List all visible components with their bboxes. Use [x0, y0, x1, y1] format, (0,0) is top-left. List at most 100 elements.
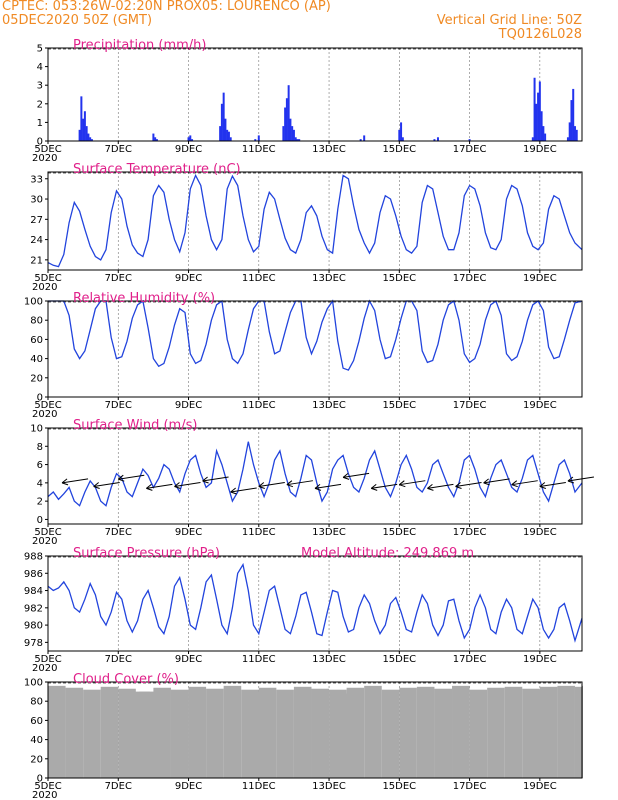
series-line-rh	[48, 299, 583, 371]
bar-precip-22	[257, 135, 260, 141]
bar-precip-16	[222, 92, 225, 141]
xtick-label-cloud-0: 5DEC	[34, 781, 61, 792]
xtick-label-rh-1: 7DEC	[105, 400, 132, 411]
frame-wind	[47, 427, 583, 525]
xtick-label-rh-0: 5DEC	[34, 400, 61, 411]
wind-arrow-head-5	[202, 476, 209, 484]
wind-arrow-head-3	[146, 483, 153, 491]
bar-precip-42	[533, 77, 536, 141]
bar-precip-35	[398, 129, 401, 141]
bar-precip-52	[572, 88, 575, 141]
bar-precip-23	[282, 126, 285, 141]
header-run-date: 05DEC2020 50Z (GMT)	[2, 13, 153, 28]
bar-precip-13	[191, 139, 194, 141]
wind-arrow-head-16	[511, 480, 518, 488]
frame-cloud	[47, 681, 583, 779]
year-label-pres: 2020	[32, 663, 57, 674]
bar-precip-19	[227, 131, 230, 141]
xtick-label-temp-3: 11DEC	[242, 273, 276, 284]
ytick-label-precip-3: 3	[37, 81, 43, 92]
bar-precip-37	[401, 137, 404, 141]
wind-arrow-shaft-18	[567, 476, 595, 482]
cloud-col-cloud-27	[364, 685, 382, 778]
xtick-label-precip-6: 17DEC	[453, 144, 487, 155]
wind-arrow-shaft-0	[61, 478, 89, 484]
xtick-label-pres-5: 15DEC	[382, 654, 416, 665]
panel-title-wind: Surface Wind (m/s)	[73, 418, 197, 433]
bar-precip-18	[226, 129, 229, 141]
wind-arrow-head-4	[174, 482, 181, 489]
ytick-label-pres-2: 982	[24, 603, 43, 614]
xtick-label-precip-0: 5DEC	[34, 144, 61, 155]
panel-title-cloud: Cloud Cover (%)	[73, 672, 179, 687]
wind-arrow-head-18	[567, 476, 575, 484]
ytick-label-temp-1: 24	[30, 235, 43, 246]
bar-precip-38	[433, 139, 436, 141]
ytick-label-rh-2: 40	[30, 354, 43, 365]
xtick-label-rh-6: 17DEC	[453, 400, 487, 411]
bar-precip-39	[436, 137, 439, 141]
cloud-col-cloud-36	[522, 688, 540, 778]
ytick-label-cloud-2: 40	[30, 735, 43, 746]
cloud-col-cloud-3	[100, 686, 119, 778]
ytick-label-pres-5: 988	[24, 552, 43, 563]
bar-precip-36	[400, 122, 403, 141]
wind-arrow-head-7	[258, 482, 265, 489]
xtick-label-rh-7: 19DEC	[523, 400, 557, 411]
ytick-label-rh-1: 20	[30, 373, 43, 384]
cloud-col-cloud-20	[311, 688, 330, 778]
xtick-label-cloud-4: 13DEC	[312, 781, 346, 792]
xtick-label-temp-2: 9DEC	[175, 273, 202, 284]
xtick-label-cloud-3: 11DEC	[242, 781, 276, 792]
wind-arrow-head-9	[314, 483, 322, 491]
bar-precip-24	[284, 107, 287, 141]
ytick-label-precip-0: 0	[37, 137, 43, 148]
frame-temp	[47, 171, 583, 271]
cloud-col-cloud-10	[188, 686, 207, 778]
cloud-col-cloud-41	[574, 686, 582, 778]
bar-precip-29	[292, 129, 295, 141]
wind-arrow-shaft-3	[146, 483, 173, 489]
bar-precip-27	[289, 118, 292, 141]
header-model: TQ0126L028	[498, 27, 582, 42]
panel-title-rh: Relative Humidity (%)	[73, 291, 215, 306]
bar-precip-14	[219, 126, 222, 141]
bar-precip-15	[220, 103, 223, 141]
wind-arrow-head-17	[539, 482, 547, 489]
bar-precip-4	[85, 126, 88, 141]
year-label-cloud: 2020	[32, 790, 57, 800]
ytick-label-pres-3: 984	[24, 586, 43, 597]
xtick-label-wind-5: 15DEC	[382, 527, 416, 538]
bar-precip-40	[468, 139, 471, 141]
ytick-label-temp-2: 27	[30, 215, 43, 226]
ytick-label-temp-4: 33	[30, 174, 43, 185]
wind-arrow-head-6	[230, 487, 237, 495]
ytick-label-rh-0: 0	[37, 393, 43, 404]
xtick-label-rh-2: 9DEC	[175, 400, 202, 411]
bar-precip-0	[78, 129, 81, 141]
bar-precip-3	[83, 111, 86, 141]
bar-precip-34	[363, 135, 366, 141]
bar-precip-12	[189, 135, 192, 141]
wind-arrow-head-12	[399, 480, 406, 488]
bar-precip-43	[535, 103, 538, 141]
xtick-label-pres-6: 17DEC	[453, 654, 487, 665]
wind-arrow-head-2	[117, 474, 125, 482]
cloud-col-cloud-17	[258, 687, 277, 778]
xtick-label-wind-2: 9DEC	[175, 527, 202, 538]
xtick-label-pres-7: 19DEC	[523, 654, 557, 665]
xtick-label-cloud-2: 9DEC	[175, 781, 202, 792]
wind-arrow-shaft-1	[93, 482, 120, 488]
bar-precip-5	[87, 133, 90, 141]
wind-arrow-head-1	[93, 482, 100, 489]
bar-precip-47	[542, 126, 545, 141]
cloud-col-cloud-12	[223, 685, 242, 778]
cloud-col-cloud-18	[276, 689, 294, 778]
ytick-label-temp-3: 30	[30, 195, 43, 206]
wind-arrow-shaft-13	[427, 483, 454, 489]
xtick-label-wind-4: 13DEC	[312, 527, 346, 538]
cloud-col-cloud-7	[139, 691, 157, 778]
bar-precip-26	[287, 85, 290, 141]
cloud-col-cloud-40	[557, 685, 575, 778]
wind-arrow-head-15	[483, 478, 490, 486]
